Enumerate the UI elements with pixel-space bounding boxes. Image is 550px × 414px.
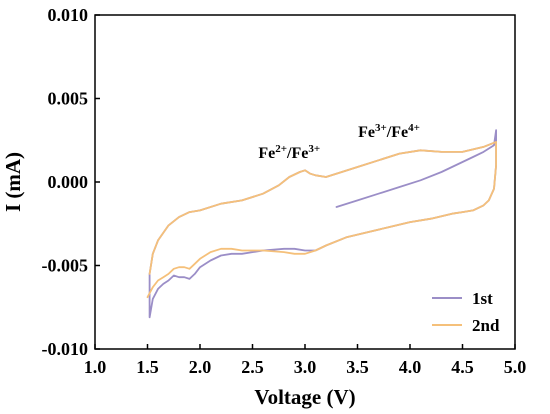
annotation-text: Fe bbox=[391, 124, 408, 141]
annotation-text: Fe bbox=[358, 124, 375, 141]
series-line-1st bbox=[148, 129, 497, 319]
x-tick-label: 5.0 bbox=[504, 357, 527, 377]
annotation-superscript: 3+ bbox=[375, 122, 387, 134]
x-tick-label: 2.5 bbox=[241, 357, 264, 377]
annotation-text: Fe bbox=[291, 145, 308, 162]
legend-label-2nd: 2nd bbox=[472, 316, 500, 335]
y-tick-label: 0.000 bbox=[48, 172, 89, 192]
peak-annotation: Fe2+/Fe3+ bbox=[258, 143, 320, 162]
x-tick-label: 3.5 bbox=[346, 357, 369, 377]
annotation-text: / bbox=[286, 145, 292, 162]
x-axis-ticks: 1.0 1.5 2.0 2.5 3.0 3.5 4.0 4.5 5.0 bbox=[84, 344, 527, 377]
y-tick-label: -0.005 bbox=[42, 256, 89, 276]
y-axis-ticks: -0.010 -0.005 0.000 0.005 0.010 bbox=[42, 5, 100, 359]
annotation-text: Fe bbox=[258, 145, 275, 162]
y-tick-label: -0.010 bbox=[42, 339, 89, 359]
annotation-text: / bbox=[386, 124, 392, 141]
x-tick-label: 3.0 bbox=[294, 357, 317, 377]
x-tick-label: 1.0 bbox=[84, 357, 107, 377]
x-tick-label: 1.5 bbox=[136, 357, 159, 377]
annotations: Fe2+/Fe3+Fe3+/Fe4+ bbox=[258, 122, 420, 162]
annotation-superscript: 3+ bbox=[308, 143, 320, 155]
y-tick-label: 0.010 bbox=[48, 5, 89, 25]
x-tick-label: 4.5 bbox=[451, 357, 474, 377]
annotation-superscript: 4+ bbox=[408, 122, 420, 134]
x-tick-label: 2.0 bbox=[189, 357, 212, 377]
annotation-superscript: 2+ bbox=[275, 143, 287, 155]
legend-label-1st: 1st bbox=[472, 289, 493, 308]
series-layer bbox=[146, 129, 497, 319]
x-tick-label: 4.0 bbox=[399, 357, 422, 377]
series-line-2nd bbox=[146, 141, 497, 299]
peak-annotation: Fe3+/Fe4+ bbox=[358, 122, 420, 141]
x-axis-title: Voltage (V) bbox=[254, 385, 355, 409]
y-axis-title: I (mA) bbox=[1, 152, 25, 212]
y-tick-label: 0.005 bbox=[48, 89, 89, 109]
